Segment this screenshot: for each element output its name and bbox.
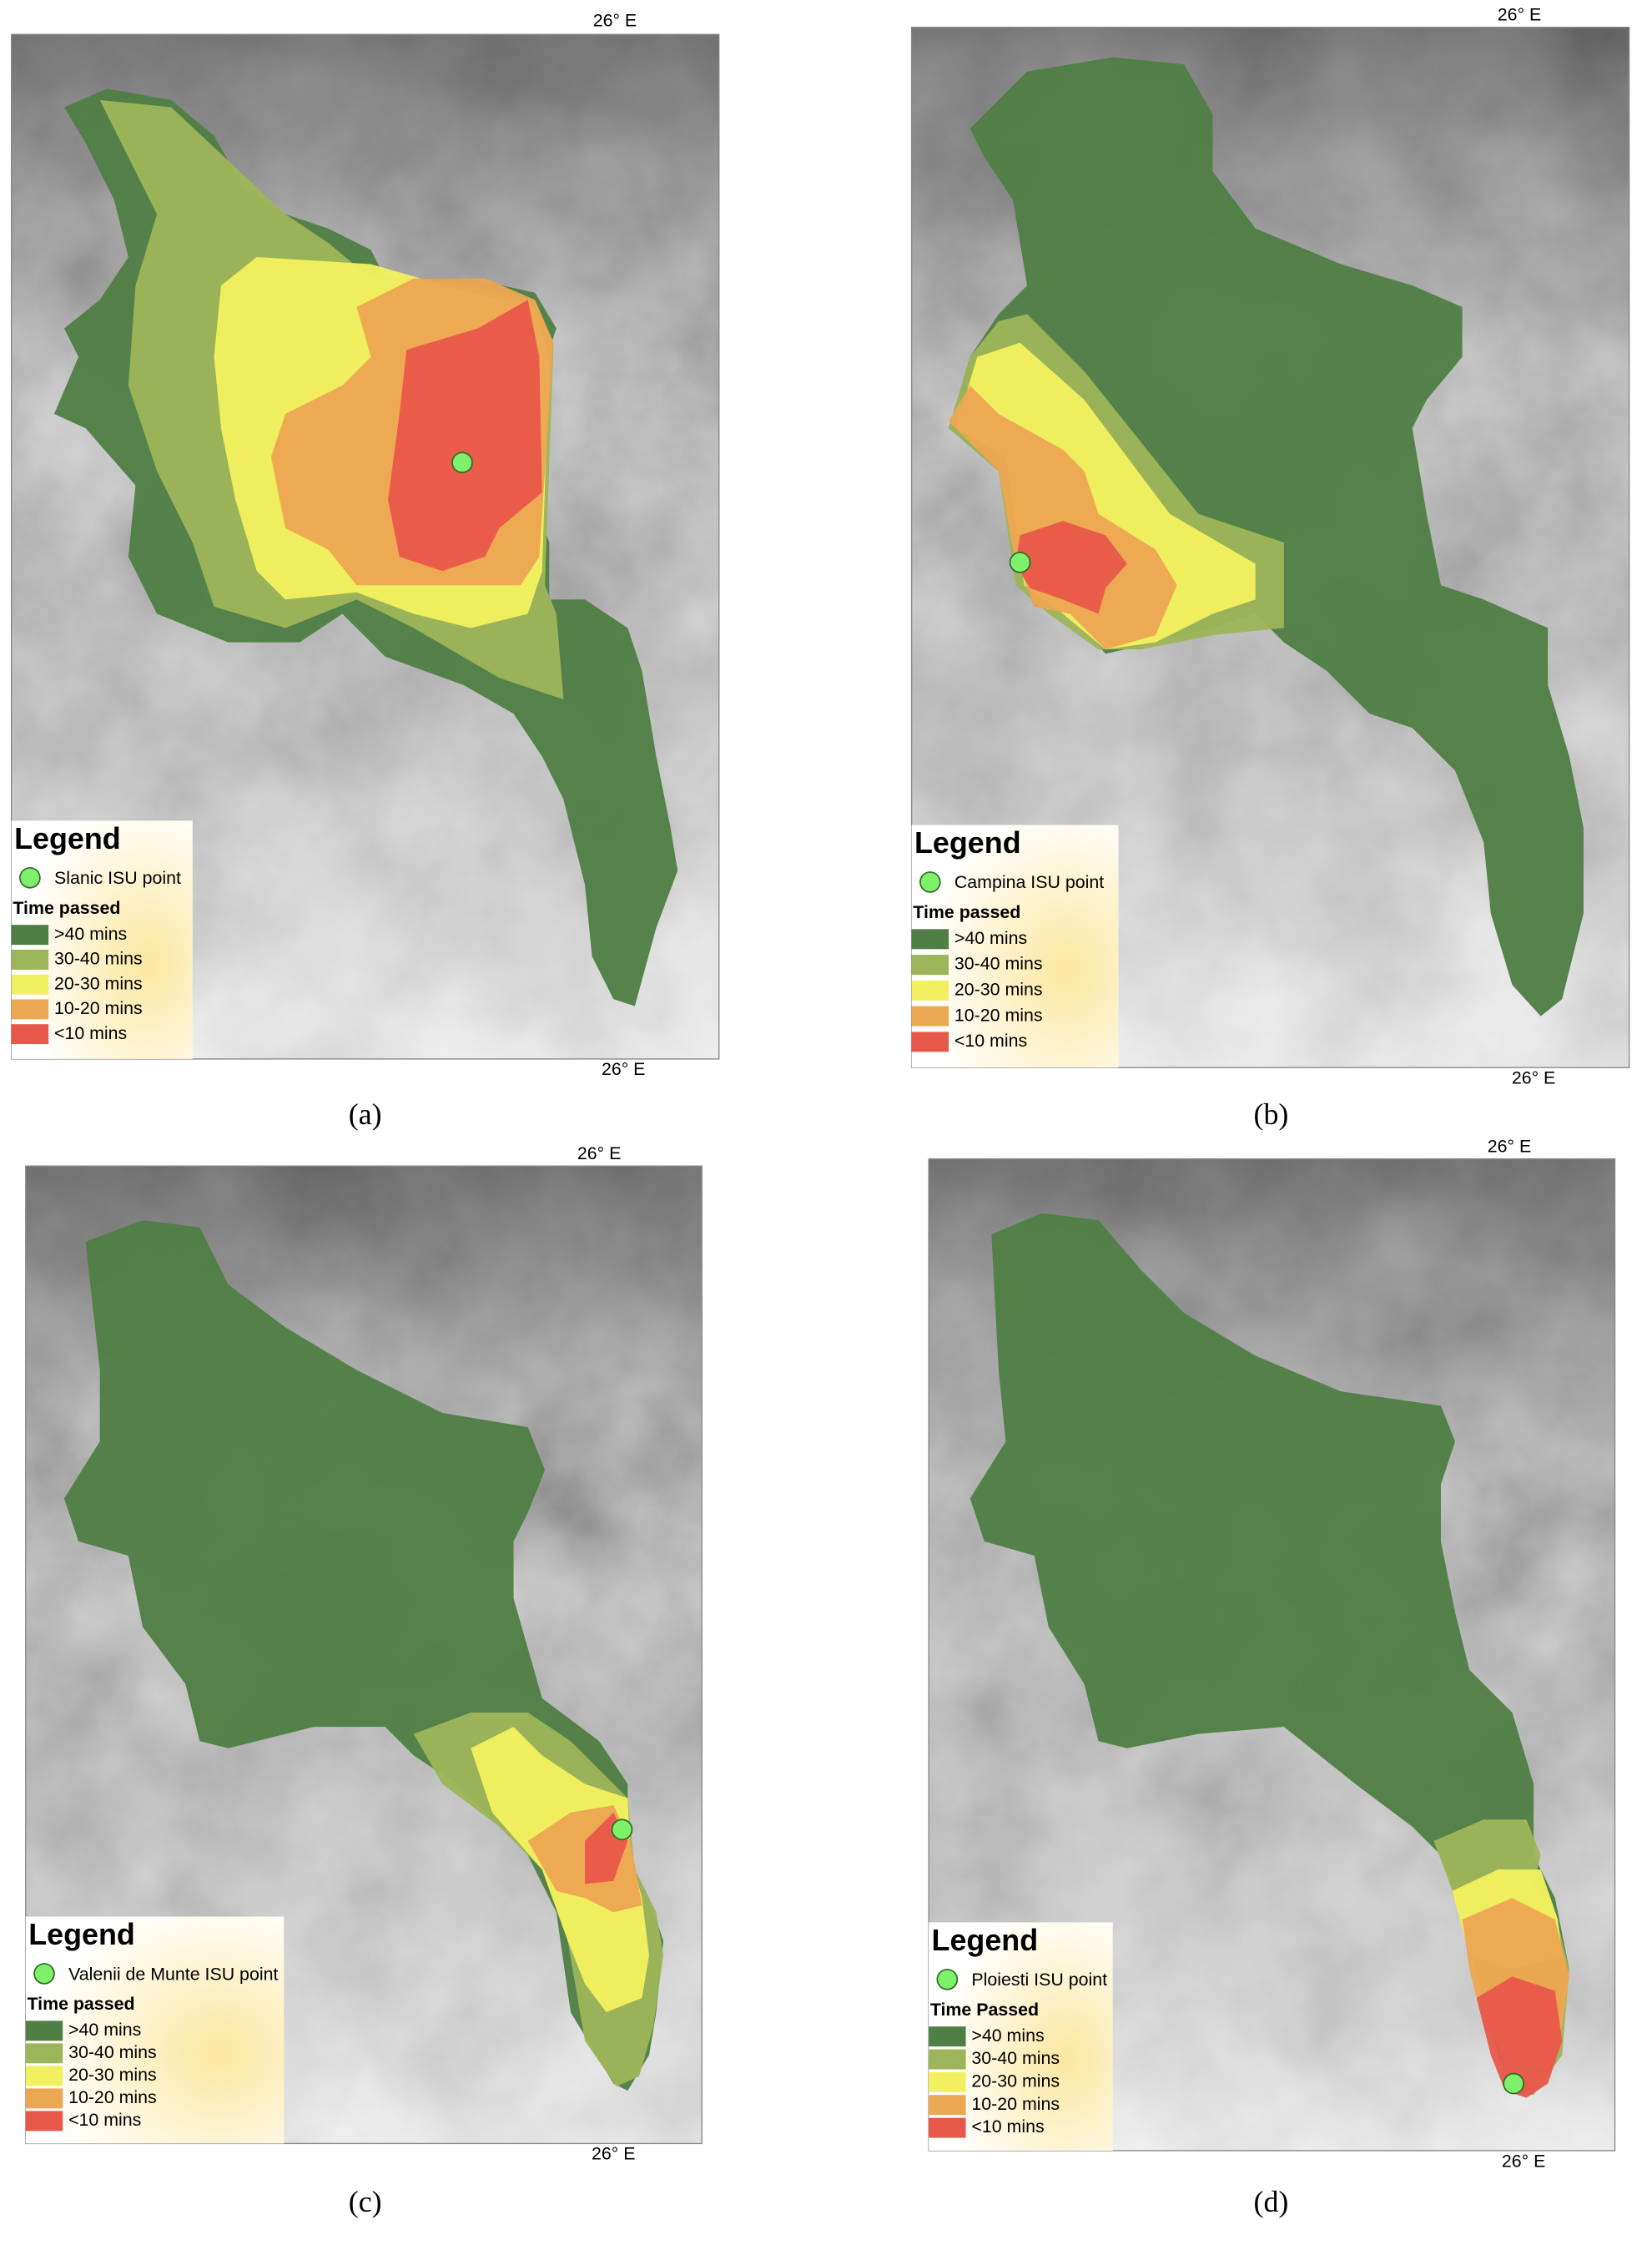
legend-label: 10-20 mins <box>971 2094 1060 2114</box>
legend-box <box>25 1916 285 2144</box>
legend-swatch <box>25 2020 63 2041</box>
legend-swatch <box>11 925 49 946</box>
legend-label: 10-20 mins <box>954 1005 1043 1025</box>
legend-label: 20-30 mins <box>68 2065 157 2085</box>
panel-caption: (b) <box>1254 1097 1289 1131</box>
legend-swatch <box>25 2088 63 2109</box>
isu-point <box>451 452 473 474</box>
legend-label: 30-40 mins <box>54 949 143 969</box>
legend-label: 20-30 mins <box>954 979 1043 999</box>
legend-title: Legend <box>14 822 121 855</box>
legend-label: 10-20 mins <box>54 998 143 1018</box>
legend-subtitle: Time Passed <box>930 2000 1039 2020</box>
legend-point <box>19 866 41 889</box>
isu-point <box>611 1819 633 1841</box>
legend-label: >40 mins <box>971 2026 1044 2046</box>
legend-swatch <box>25 2043 63 2064</box>
legend-label: <10 mins <box>954 1031 1027 1051</box>
legend-swatch <box>11 974 49 995</box>
legend-label: <10 mins <box>971 2116 1044 2137</box>
legend-label: >40 mins <box>54 924 127 944</box>
legend-title: Legend <box>914 826 1021 860</box>
legend-title: Legend <box>932 1924 1039 1957</box>
panel-caption: (d) <box>1254 2185 1289 2218</box>
panel-caption: (c) <box>349 2185 382 2218</box>
zone <box>63 1220 664 2091</box>
longitude-label: 26° E <box>592 2144 635 2164</box>
legend-point-label: Ploiesti ISU point <box>971 1970 1107 1990</box>
legend-label: <10 mins <box>54 1023 127 1043</box>
legend-swatch <box>911 980 949 1001</box>
panel-caption: (a) <box>349 1097 382 1131</box>
legend-swatch <box>25 2111 63 2131</box>
map-d <box>928 1158 1616 2152</box>
legend-swatch <box>911 1032 949 1052</box>
legend-label: <10 mins <box>68 2110 141 2130</box>
legend-swatch <box>11 999 49 1020</box>
legend-point <box>919 871 941 893</box>
legend-swatch <box>911 929 949 950</box>
legend-label: 30-40 mins <box>954 954 1043 974</box>
zone <box>970 1213 1569 2096</box>
legend-label: 10-20 mins <box>68 2087 157 2107</box>
legend-label: 20-30 mins <box>971 2071 1060 2091</box>
legend-swatch <box>11 1024 49 1045</box>
legend-label: 30-40 mins <box>68 2042 157 2062</box>
zone <box>1015 521 1127 614</box>
legend-swatch <box>911 955 949 976</box>
legend-swatch <box>929 2071 966 2092</box>
longitude-label: 26° E <box>1488 1137 1531 1157</box>
legend-swatch <box>929 2095 966 2116</box>
isu-point <box>1009 552 1031 573</box>
legend-swatch <box>929 2049 966 2070</box>
legend-swatch <box>911 1006 949 1027</box>
map-a <box>10 33 720 1060</box>
legend-label: >40 mins <box>954 928 1027 948</box>
legend-point-label: Slanic ISU point <box>54 868 181 888</box>
longitude-label: 26° E <box>1498 5 1541 25</box>
zone <box>949 385 1177 650</box>
legend-subtitle: Time passed <box>13 898 120 918</box>
legend-label: 20-30 mins <box>54 973 143 993</box>
legend-point <box>936 1968 959 1990</box>
isu-point <box>1503 2072 1524 2095</box>
longitude-label: 26° E <box>1502 2151 1545 2171</box>
legend-swatch <box>929 2026 966 2047</box>
legend-point <box>33 1963 55 1985</box>
longitude-label: 26° E <box>593 10 637 30</box>
longitude-label: 26° E <box>602 1059 645 1079</box>
legend-point-label: Campina ISU point <box>954 872 1104 892</box>
legend-point-label: Valenii de Munte ISU point <box>68 1964 278 1984</box>
legend-title: Legend <box>28 1918 135 1951</box>
legend-subtitle: Time passed <box>913 902 1020 922</box>
longitude-label: 26° E <box>577 1143 621 1163</box>
legend-label: 30-40 mins <box>971 2048 1060 2068</box>
legend-label: >40 mins <box>68 2020 141 2040</box>
legend-swatch <box>25 2066 63 2086</box>
longitude-label: 26° E <box>1512 1067 1555 1087</box>
legend-swatch <box>929 2117 966 2138</box>
legend-subtitle: Time passed <box>27 1994 134 2014</box>
zone <box>1476 1976 1563 2098</box>
zone <box>388 300 542 572</box>
legend-swatch <box>11 949 49 970</box>
